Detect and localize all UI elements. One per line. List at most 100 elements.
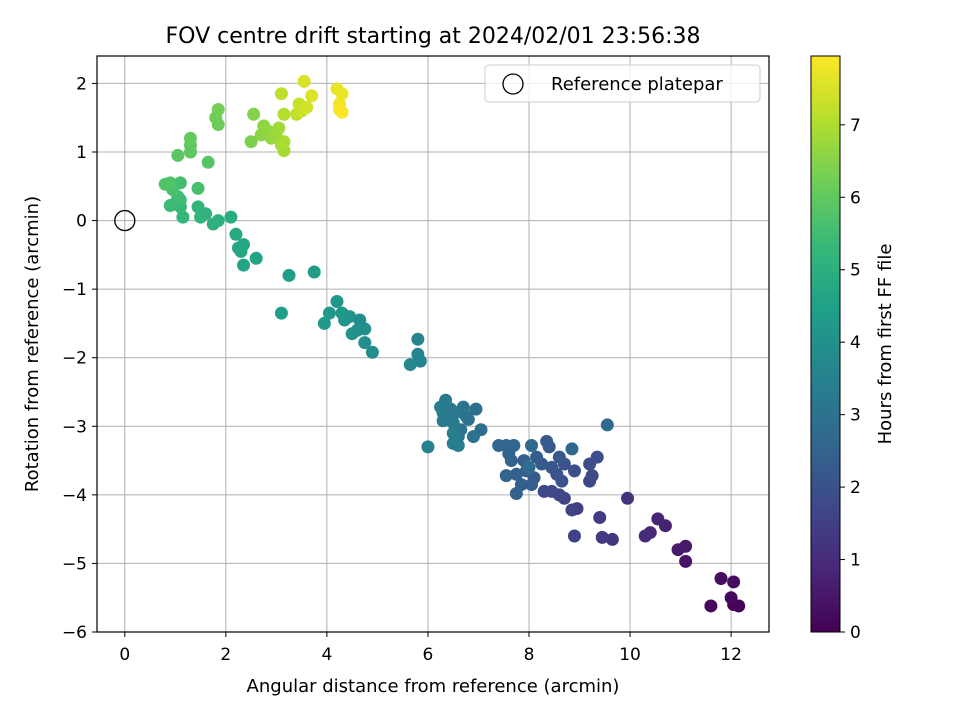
data-point <box>345 327 359 341</box>
legend-box <box>484 64 761 103</box>
data-point <box>206 217 220 231</box>
data-point <box>525 478 539 492</box>
y-tick-label: −6 <box>62 623 87 643</box>
data-point <box>552 450 566 464</box>
data-point <box>522 460 536 474</box>
data-point <box>163 198 177 212</box>
data-point <box>317 316 331 330</box>
data-point <box>300 100 314 114</box>
x-tick-label: 12 <box>720 645 742 665</box>
data-point <box>249 251 263 265</box>
data-point <box>330 294 344 308</box>
data-point <box>545 460 559 474</box>
data-point <box>446 436 460 450</box>
data-point <box>638 529 652 543</box>
data-point <box>621 491 635 505</box>
data-point <box>411 332 425 346</box>
data-point <box>714 572 728 586</box>
data-point <box>176 210 190 224</box>
data-point <box>353 313 367 327</box>
x-tick-label: 8 <box>524 645 535 665</box>
data-point <box>335 105 349 119</box>
plot-frame <box>96 55 770 633</box>
colorbar: 0 1 2 3 4 5 6 7 Hours from first FF file <box>810 55 896 643</box>
x-tick-label: 6 <box>423 645 434 665</box>
x-tick-label: 10 <box>619 645 641 665</box>
data-point <box>724 591 738 605</box>
data-point <box>525 438 539 452</box>
data-point <box>651 512 665 526</box>
data-point <box>237 258 251 272</box>
data-point <box>282 268 296 282</box>
data-point <box>229 227 243 241</box>
x-axis: 0 2 4 6 8 10 12 <box>119 632 742 665</box>
grid <box>97 56 769 633</box>
data-point <box>567 529 581 543</box>
data-point <box>322 306 336 320</box>
chart-title: FOV centre drift starting at 2024/02/01 … <box>166 24 701 49</box>
data-point <box>727 575 741 589</box>
colorbar-tick-label: 4 <box>850 333 861 353</box>
data-point <box>600 418 614 432</box>
data-point <box>704 599 718 613</box>
colorbar-tick-label: 3 <box>850 406 861 426</box>
data-point <box>224 210 238 224</box>
data-point <box>530 450 544 464</box>
data-point <box>434 400 448 414</box>
x-tick-label: 4 <box>321 645 332 665</box>
colorbar-tick-label: 0 <box>850 623 861 643</box>
data-point <box>595 530 609 544</box>
data-point <box>277 135 291 149</box>
data-point <box>231 241 245 255</box>
x-axis-label: Angular distance from reference (arcmin) <box>247 676 620 697</box>
data-point <box>679 554 693 568</box>
data-point <box>509 467 523 481</box>
colorbar-gradient <box>811 56 840 632</box>
data-point <box>171 148 185 162</box>
y-tick-label: −4 <box>62 486 87 506</box>
y-tick-label: 1 <box>76 143 87 163</box>
colorbar-tick-label: 5 <box>850 261 861 281</box>
legend: Reference platepar <box>484 64 761 103</box>
data-point <box>277 144 291 158</box>
reference-platepar-marker <box>114 209 136 232</box>
data-point <box>358 336 372 350</box>
data-point <box>335 87 349 101</box>
colorbar-ticks: 0 1 2 3 4 5 6 7 <box>840 116 861 643</box>
data-points <box>114 74 746 613</box>
data-point <box>307 265 321 279</box>
data-point <box>469 402 483 416</box>
y-tick-label: −5 <box>62 554 87 574</box>
colorbar-label: Hours from first FF file <box>875 244 896 445</box>
data-point <box>509 486 523 500</box>
data-point <box>540 434 554 448</box>
y-tick-label: −2 <box>62 349 87 369</box>
data-point <box>403 358 417 372</box>
colorbar-tick-label: 1 <box>850 551 861 571</box>
y-tick-label: 0 <box>76 212 87 232</box>
colorbar-tick-label: 7 <box>850 116 861 136</box>
data-point <box>244 135 258 149</box>
data-point <box>365 345 379 359</box>
colorbar-tick-label: 2 <box>850 478 861 498</box>
data-point <box>158 177 172 191</box>
data-point <box>335 306 349 320</box>
data-point <box>211 102 225 116</box>
data-point <box>201 155 215 169</box>
data-point <box>194 210 208 224</box>
data-point <box>191 200 205 214</box>
legend-marker-reference <box>502 73 524 95</box>
data-point <box>585 469 599 483</box>
data-point <box>183 131 197 145</box>
data-point <box>565 503 579 517</box>
data-point <box>671 543 685 557</box>
data-point <box>411 347 425 361</box>
y-tick-label: 2 <box>76 74 87 94</box>
colorbar-frame <box>810 55 841 633</box>
data-point <box>421 440 435 454</box>
data-point <box>565 442 579 456</box>
y-axis-label: Rotation from reference (arcmin) <box>22 196 43 492</box>
legend-label-reference: Reference platepar <box>551 74 723 95</box>
y-axis: −6 −5 −4 −3 −2 −1 0 1 2 <box>62 74 97 643</box>
y-tick-label: −3 <box>62 417 87 437</box>
